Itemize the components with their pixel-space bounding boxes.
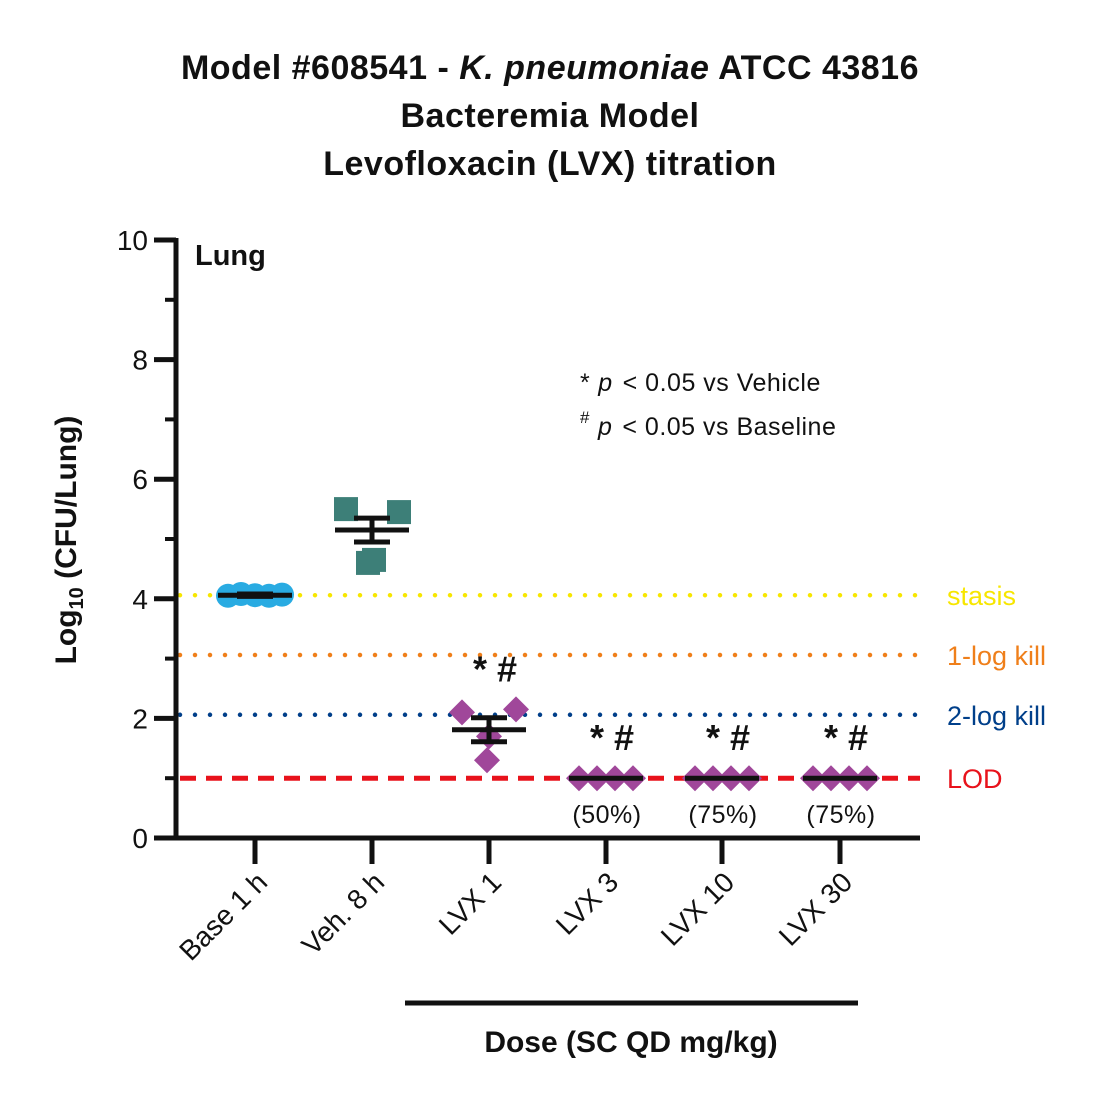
legend-line-baseline: # p < 0.05 vs Baseline: [580, 408, 836, 441]
legend-text-vehicle: < 0.05 vs Vehicle: [623, 369, 821, 397]
legend-star: *: [580, 369, 590, 397]
legend-p-baseline: p: [597, 413, 612, 441]
x-tick-label-lvx-1: LVX 1: [433, 866, 507, 940]
x-tick-label-lvx-3: LVX 3: [550, 866, 624, 940]
x-tick-label-veh-8-h: Veh. 8 h: [296, 866, 391, 961]
data-point-lvx-1-1: [449, 699, 475, 726]
y-axis-title: Log10 (CFU/Lung): [50, 416, 88, 665]
significance-label-lvx-1: * #: [473, 648, 517, 689]
y-tick-label-4: 4: [132, 584, 148, 615]
y-tick-label-2: 2: [132, 703, 148, 734]
title-line-1-organism: K. pneumoniae: [459, 49, 710, 87]
significance-label-lvx-30: * #: [824, 717, 868, 758]
title-line-1-suffix: ATCC 43816: [709, 49, 920, 87]
title-line-2: Bacteremia Model: [400, 97, 700, 135]
data-point-veh-8-h-4: [362, 547, 386, 572]
x-tick-label-base-1-h: Base 1 h: [173, 866, 273, 966]
y-tick-label-6: 6: [132, 464, 148, 495]
x-tick-label-lvx-30: LVX 30: [773, 866, 858, 951]
significance-label-lvx-3: * #: [590, 717, 634, 758]
percent-label-lvx-30: (75%): [806, 801, 875, 829]
data-point-lvx-1-2: [503, 696, 529, 723]
data-point-lvx-1-3: [474, 747, 500, 774]
y-axis-title-rest: (CFU/Lung): [50, 416, 83, 588]
data-point-veh-8-h-2: [387, 500, 411, 525]
percent-label-lvx-3: (50%): [572, 801, 641, 829]
y-tick-label-10: 10: [117, 225, 148, 256]
title-line-1: Model #608541 - K. pneumoniae ATCC 43816: [0, 44, 1100, 92]
chart-title: Model #608541 - K. pneumoniae ATCC 43816…: [0, 44, 1100, 188]
legend-text-baseline: < 0.05 vs Baseline: [622, 413, 836, 441]
title-line-3: Levofloxacin (LVX) titration: [323, 145, 777, 183]
x-axis-title: Dose (SC QD mg/kg): [484, 1026, 777, 1059]
percent-label-lvx-10: (75%): [688, 801, 757, 829]
legend-p-vehicle: p: [597, 369, 612, 397]
ref-label-2-log-kill: 2-log kill: [947, 701, 1046, 731]
y-axis-title-main: Log: [50, 609, 83, 664]
data-point-veh-8-h-1: [334, 497, 358, 522]
title-line-1-prefix: Model #608541 -: [180, 49, 460, 87]
ref-label-stasis: stasis: [947, 581, 1016, 611]
significance-legend: * p < 0.05 vs Vehicle # p < 0.05 vs Baseline: [580, 369, 836, 441]
significance-label-lvx-10: * #: [706, 717, 750, 758]
legend-line-vehicle: * p < 0.05 vs Vehicle: [580, 369, 821, 397]
ref-label-1-log-kill: 1-log kill: [947, 641, 1046, 671]
y-axis-title-subscript: 10: [66, 587, 88, 609]
legend-hash: #: [580, 408, 590, 427]
panel-label: Lung: [195, 240, 266, 272]
y-tick-label-0: 0: [132, 823, 148, 854]
y-tick-label-8: 8: [132, 345, 148, 376]
x-tick-label-lvx-10: LVX 10: [655, 866, 740, 951]
ref-label-lod: LOD: [947, 764, 1003, 794]
